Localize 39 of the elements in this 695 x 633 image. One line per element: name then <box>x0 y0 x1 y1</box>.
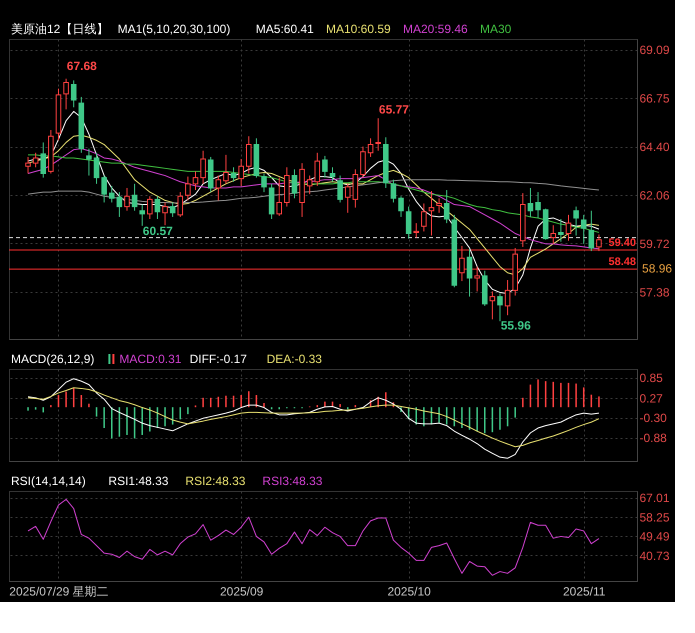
y-tick-label: 49.49 <box>640 530 670 544</box>
x-tick-label: 2025/09 <box>220 584 264 598</box>
text: MA20:59.46 <box>403 22 468 36</box>
text: MA10:60.59 <box>326 22 392 36</box>
y-tick-label: 0.85 <box>640 371 664 386</box>
x-tick-label: 2025/11 <box>562 584 606 598</box>
legend-label: RSI1:48.33 <box>108 474 169 488</box>
x-tick-label: 2025/10 <box>387 584 432 598</box>
annotation: 55.96 <box>500 318 532 332</box>
legend-label: MACD:0.31 <box>119 352 182 366</box>
y-tick-label: 69.09 <box>640 43 670 58</box>
annotation: 67.68 <box>66 59 98 73</box>
text: DEA:-0.33 <box>266 352 322 366</box>
annotation: 65.77 <box>378 102 410 116</box>
y-tick-label: -0.30 <box>640 411 668 426</box>
y-tick-label: 59.72 <box>640 236 670 251</box>
chart-title: 美原油12【日线】 <box>11 22 108 36</box>
text: DIFF:-0.17 <box>190 352 248 366</box>
y-tick-label: 67.01 <box>640 491 670 506</box>
y-tick-label: 58.25 <box>640 510 670 524</box>
text: MA30 <box>480 22 512 36</box>
y-tick-label: 62.06 <box>640 188 670 202</box>
annotation: 60.57 <box>142 224 174 238</box>
legend-title: MA1(5,10,20,30,100) <box>118 22 230 36</box>
text: RSI3:48.33 <box>262 474 323 488</box>
y-tick-label: 0.27 <box>640 391 664 406</box>
y-tick-label: 57.38 <box>640 285 670 300</box>
x-tick-label: 2025/07/29 星期二 <box>9 584 109 598</box>
y-tick-label: -0.88 <box>640 431 668 446</box>
legend-label: RSI2:48.33 <box>185 474 246 488</box>
text: 58.96 <box>642 262 672 276</box>
legend-title: RSI(14,14,14) <box>11 474 86 488</box>
ref-line-label: 58.48 <box>608 256 636 268</box>
text: MA5:60.41 <box>256 22 314 36</box>
y-tick-label: 66.75 <box>640 91 670 106</box>
y-tick-label: 64.40 <box>640 140 670 154</box>
ref-line-label: 59.40 <box>608 237 636 250</box>
y-tick-label: 40.73 <box>640 548 670 563</box>
legend-title: MACD(26,12,9) <box>11 352 94 366</box>
